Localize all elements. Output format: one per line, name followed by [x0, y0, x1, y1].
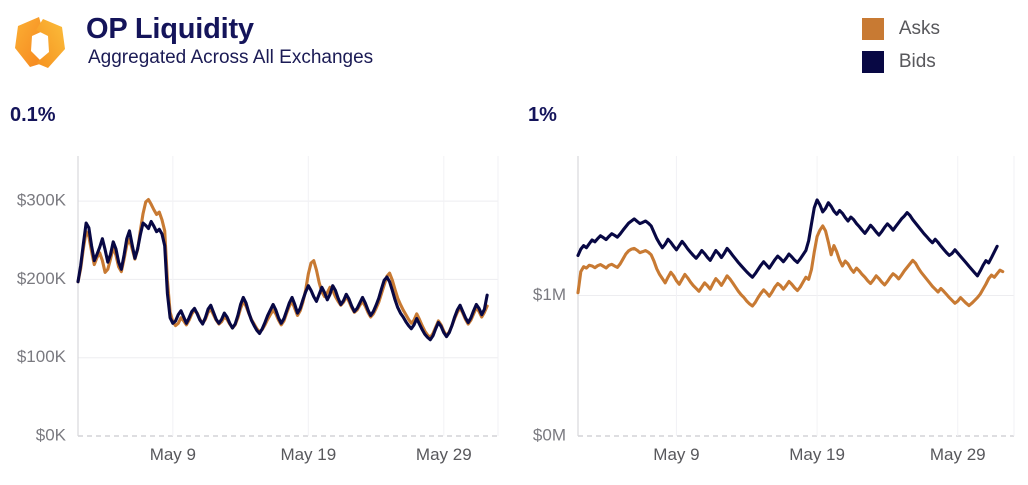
legend-swatch-bids: [861, 51, 884, 73]
plot-area-left[interactable]: $0K $100K $200K $300K May 9 May 19 May 29: [0, 144, 514, 485]
plot-svg-left: $0K $100K $200K $300K May 9 May 19 May 29: [17, 156, 499, 464]
x-axis-tick-label: May 29: [416, 445, 472, 464]
x-axis-tick-label: May 9: [150, 445, 196, 464]
legend-label-asks: Asks: [898, 18, 940, 39]
series-line-bids: [576, 198, 999, 279]
title-block: OP Liquidity Aggregated Across All Excha…: [86, 12, 373, 70]
plot-area-right[interactable]: $0M $1M May 9 May 19 May 29: [514, 144, 1028, 485]
panel-title-right: 1%: [528, 104, 557, 126]
legend-item-asks[interactable]: Asks: [861, 18, 940, 40]
op-hexagon-logo-icon: [10, 14, 70, 72]
chart-legend: Asks Bids: [861, 18, 940, 73]
y-axis-tick-label: $100K: [17, 347, 67, 366]
chart-panel-1-percent: 1% $0M $1M May 9 May 19 May 29: [514, 96, 1028, 485]
x-axis-tick-label: May 19: [789, 445, 845, 464]
y-axis-tick-label: $1M: [533, 285, 566, 304]
legend-item-bids[interactable]: Bids: [861, 51, 940, 73]
page-header: OP Liquidity Aggregated Across All Excha…: [0, 0, 1028, 92]
page-title: OP Liquidity: [86, 13, 254, 45]
x-axis-tick-label: May 29: [930, 445, 986, 464]
x-axis-tick-label: May 9: [653, 445, 699, 464]
series-line-asks: [576, 224, 1005, 308]
y-axis-tick-label: $200K: [17, 269, 67, 288]
y-axis-tick-label: $0K: [36, 425, 67, 444]
panel-title-left: 0.1%: [10, 104, 56, 126]
legend-swatch-asks: [861, 18, 884, 40]
y-axis-tick-label: $0M: [533, 425, 566, 444]
legend-label-bids: Bids: [898, 51, 936, 72]
chart-panel-0-1-percent: 0.1% $0K $100K $200K $300K May 9 May 19 May 29: [0, 96, 514, 485]
y-axis-tick-label: $300K: [17, 191, 67, 210]
page-subtitle: Aggregated Across All Exchanges: [88, 47, 374, 68]
series-line-bids: [76, 219, 489, 342]
series-line-asks: [76, 198, 489, 339]
x-axis-tick-label: May 19: [280, 445, 336, 464]
plot-svg-right: $0M $1M May 9 May 19 May 29: [533, 156, 1015, 464]
